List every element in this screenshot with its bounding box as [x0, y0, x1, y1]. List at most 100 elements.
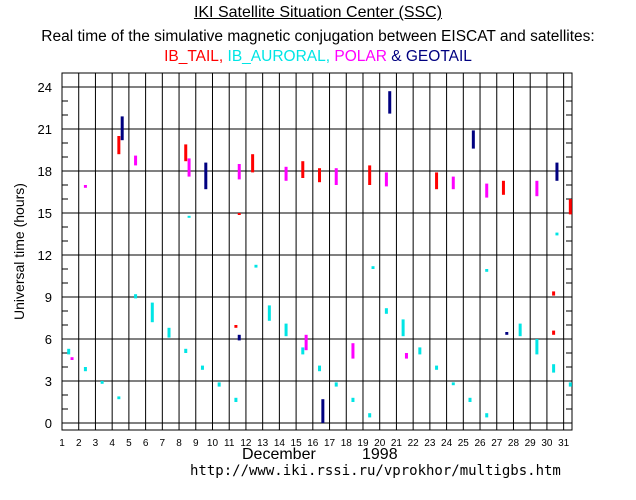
- segment-ib-auroral: [267, 305, 271, 321]
- segment-ib-auroral: [568, 382, 572, 387]
- segment-ib-auroral: [555, 232, 559, 236]
- segment-ib-auroral: [150, 302, 154, 323]
- segment-ib-tail: [237, 213, 241, 215]
- segment-ib-auroral: [234, 397, 238, 402]
- source-url[interactable]: http://www.iki.rssi.ru/vprokhor/multigbs…: [190, 463, 561, 479]
- legend-geotail: & GEOTAIL: [391, 48, 472, 65]
- segment-ib-auroral: [184, 348, 188, 353]
- segment-geotail: [237, 334, 241, 341]
- segment-ib-auroral: [284, 323, 288, 337]
- segment-ib-tail: [552, 291, 556, 296]
- segment-ib-tail: [251, 154, 255, 173]
- segment-ib-auroral: [401, 319, 405, 337]
- segment-ib-auroral: [485, 269, 489, 272]
- segment-polar: [70, 357, 74, 360]
- segment-ib-auroral: [187, 215, 191, 218]
- segment-polar: [485, 183, 489, 198]
- x-tick-label: 11: [224, 438, 235, 449]
- plot-frame: [61, 72, 573, 431]
- x-tick-label: 25: [458, 438, 470, 449]
- x-tick-label: 5: [126, 438, 132, 449]
- segment-ib-auroral: [217, 382, 221, 387]
- segment-polar: [404, 353, 408, 359]
- x-tick-label: 24: [441, 438, 453, 449]
- segment-polar: [451, 176, 455, 190]
- x-tick-label: 28: [508, 438, 520, 449]
- segment-ib-auroral: [535, 339, 539, 355]
- y-tick-label: 3: [45, 374, 52, 389]
- x-tick-label: 12: [240, 438, 252, 449]
- segment-ib-auroral: [418, 347, 422, 355]
- x-tick-label: 7: [160, 438, 166, 449]
- segment-ib-tail: [501, 180, 505, 195]
- legend-ib-tail: IB_TAIL,: [164, 48, 224, 65]
- y-tick-label: 24: [38, 80, 52, 95]
- segment-ib-tail: [368, 165, 372, 185]
- y-tick-label: 6: [45, 332, 52, 347]
- segment-ib-tail: [318, 168, 322, 183]
- segment-ib-auroral: [435, 365, 439, 370]
- y-tick-label: 12: [38, 248, 52, 263]
- legend: IB_TAIL, IB_AURORAL, POLAR & GEOTAIL: [0, 48, 636, 66]
- segment-ib-auroral: [254, 264, 258, 268]
- x-tick-label: 15: [291, 438, 303, 449]
- segment-polar: [83, 185, 87, 188]
- x-tick-label: 30: [541, 438, 553, 449]
- segment-ib-auroral: [518, 323, 522, 337]
- page-title: IKI Satellite Situation Center (SSC): [0, 4, 636, 22]
- segment-ib-tail: [184, 144, 188, 162]
- segment-geotail: [471, 130, 475, 149]
- segment-ib-auroral: [451, 382, 455, 386]
- segment-polar: [237, 164, 241, 180]
- x-tick-label: 19: [357, 438, 369, 449]
- segment-ib-auroral: [301, 347, 305, 355]
- segment-ib-auroral: [552, 364, 556, 373]
- segment-ib-auroral: [351, 397, 355, 402]
- x-tick-label: 2: [76, 438, 82, 449]
- segment-geotail: [321, 399, 325, 423]
- segment-ib-auroral: [334, 382, 338, 387]
- page-subtitle: Real time of the simulative magnetic con…: [41, 28, 595, 45]
- legend-ib-auroral: IB_AURORAL,: [227, 48, 331, 65]
- segment-geotail: [120, 116, 124, 141]
- x-tick-label: 21: [391, 438, 403, 449]
- x-tick-label: 23: [424, 438, 436, 449]
- segment-ib-auroral: [200, 365, 204, 370]
- segment-ib-auroral: [485, 413, 489, 418]
- legend-polar: POLAR: [334, 48, 387, 65]
- segment-polar: [351, 343, 355, 359]
- y-tick-label: 15: [38, 206, 52, 221]
- segment-ib-auroral: [468, 397, 472, 402]
- x-tick-label: 17: [324, 438, 336, 449]
- x-tick-label: 18: [341, 438, 353, 449]
- x-tick-label: 14: [274, 438, 286, 449]
- month-label: December: [242, 446, 316, 463]
- segment-geotail: [505, 332, 509, 335]
- x-tick-label: 20: [374, 438, 386, 449]
- x-tick-label: 31: [558, 438, 570, 449]
- segment-polar: [334, 168, 338, 185]
- segment-ib-auroral: [167, 327, 171, 338]
- segment-ib-auroral: [100, 381, 104, 384]
- page-title-text: IKI Satellite Situation Center (SSC): [193, 4, 443, 21]
- x-tick-label: 13: [257, 438, 269, 449]
- segment-ib-tail: [117, 136, 121, 155]
- x-tick-label: 26: [474, 438, 486, 449]
- segment-ib-auroral: [67, 348, 71, 355]
- x-tick-label: 10: [207, 438, 219, 449]
- segment-ib-tail: [568, 199, 572, 215]
- x-tick-label: 27: [491, 438, 503, 449]
- segment-geotail: [204, 162, 208, 190]
- x-tick-label: 22: [408, 438, 420, 449]
- segment-ib-tail: [301, 161, 305, 178]
- y-axis-label: Universal time (hours): [11, 183, 27, 320]
- segment-polar: [284, 166, 288, 181]
- y-tick-label: 9: [45, 290, 52, 305]
- segment-polar: [535, 180, 539, 197]
- x-tick-label: 6: [143, 438, 149, 449]
- x-tick-label: 1: [59, 438, 65, 449]
- year-label: 1998: [362, 446, 398, 463]
- segment-ib-tail: [552, 330, 556, 335]
- x-tick-label: 9: [193, 438, 199, 449]
